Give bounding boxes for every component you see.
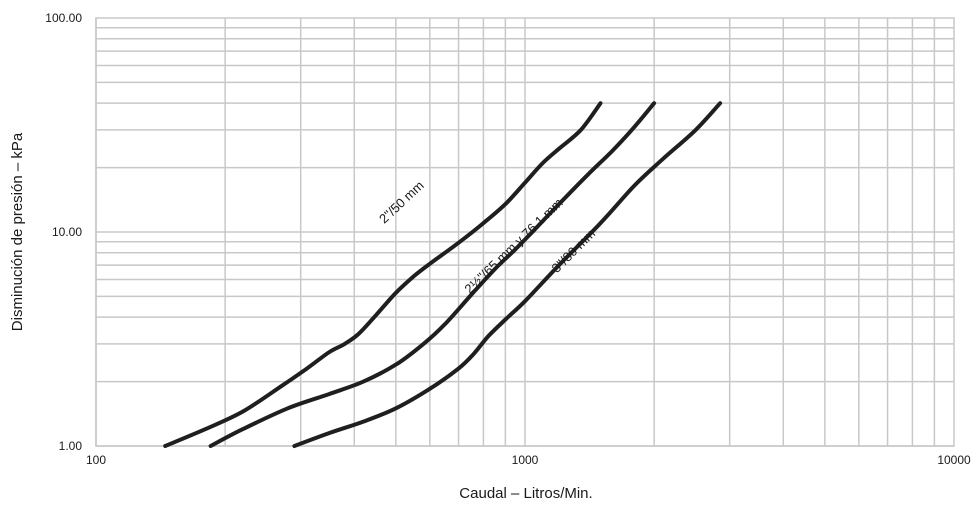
series-line-3 [292,101,723,448]
series-label-2: 2½"/65 mm y 76.1 mm [461,195,565,296]
y-axis-title: Disminución de presión – kPa [9,132,26,331]
y-tick-label: 10.00 [52,225,82,239]
series-line-1 [163,101,603,448]
y-tick-label: 100.00 [45,11,82,25]
series-line-2 [208,101,657,448]
x-axis-title: Caudal – Litros/Min. [459,485,592,502]
plot-area-border [95,17,955,447]
x-tick-label: 10000 [937,453,971,467]
series-label-3: 3"/80 mm [549,226,599,276]
series-label-1: 2"/50 mm [376,178,427,227]
x-tick-label: 100 [86,453,106,467]
x-tick-label: 1000 [512,453,539,467]
y-tick-label: 1.00 [59,439,83,453]
grid [95,18,954,447]
tick-labels: 100 1000 10000 1.00 10.00 100.00 [45,11,971,467]
series-lines [163,101,723,448]
